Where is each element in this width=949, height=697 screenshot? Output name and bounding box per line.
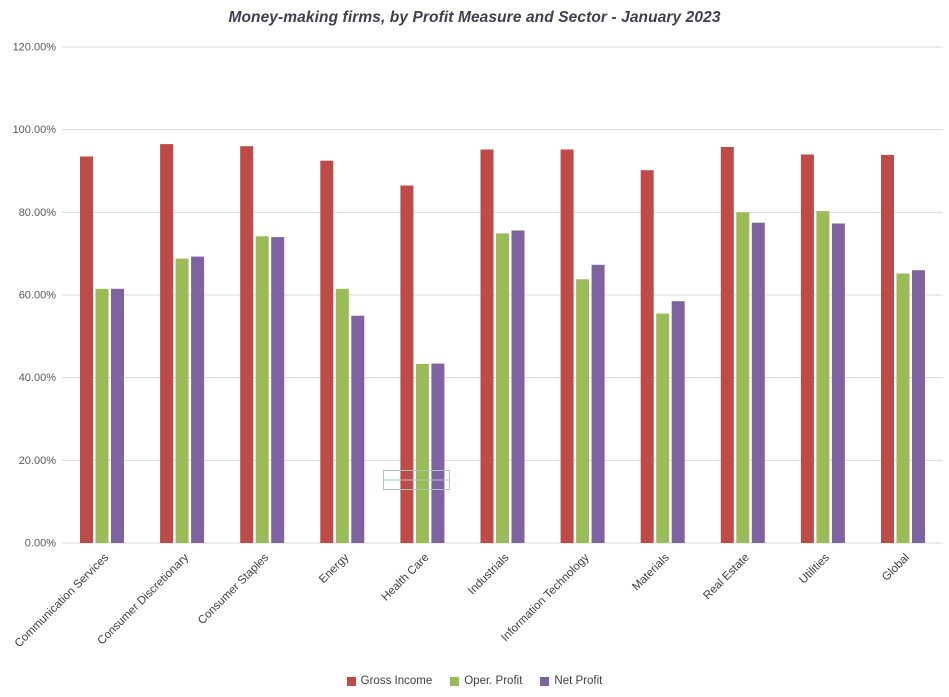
bar: [320, 160, 334, 543]
bar: [881, 154, 894, 543]
bar: [576, 279, 590, 543]
legend-label: Gross Income: [360, 675, 433, 687]
bar: [912, 270, 925, 543]
bar: [400, 185, 414, 543]
x-category-label: Communication Services: [13, 551, 112, 650]
bar: [175, 258, 189, 543]
x-category-label: Materials: [630, 551, 672, 593]
bar: [831, 223, 845, 543]
bar: [656, 313, 670, 543]
x-category-label: Consumer Discretionary: [96, 551, 192, 647]
bar: [431, 363, 445, 543]
x-category-label: Global: [880, 552, 912, 584]
bar: [591, 264, 605, 543]
y-tick-label: 80.00%: [19, 207, 57, 219]
legend-item: Gross Income: [346, 675, 433, 687]
bar: [560, 149, 574, 543]
x-category-label: Energy: [317, 551, 351, 585]
bar: [671, 301, 685, 543]
x-category-label: Health Care: [380, 552, 432, 604]
bar: [95, 288, 109, 543]
bar: [80, 156, 93, 543]
bar: [271, 237, 285, 543]
selection-outline: [383, 479, 450, 490]
y-tick-label: 20.00%: [19, 455, 57, 467]
legend-swatch: [346, 676, 356, 686]
y-tick-label: 40.00%: [19, 372, 57, 384]
bar: [240, 146, 254, 543]
bar: [800, 154, 814, 543]
bar: [160, 144, 174, 543]
bar: [255, 236, 269, 544]
y-tick-label: 60.00%: [19, 290, 57, 302]
bar: [415, 364, 429, 543]
bar: [736, 212, 750, 544]
legend-item: Net Profit: [540, 675, 602, 687]
bar: [720, 147, 734, 543]
bar: [751, 222, 765, 543]
legend-item: Oper. Profit: [450, 675, 522, 687]
y-tick-label: 120.00%: [13, 42, 57, 54]
bar: [511, 230, 525, 543]
bar: [335, 288, 349, 543]
y-tick-label: 0.00%: [25, 538, 56, 550]
legend-swatch: [540, 676, 550, 686]
legend: Gross Income Oper. Profit Net Profit: [0, 675, 949, 687]
bar: [191, 256, 205, 543]
bar: [351, 315, 365, 543]
bar: [896, 273, 910, 543]
bar: [816, 211, 830, 543]
x-category-label: Information Technology: [499, 551, 592, 644]
x-category-label: Consumer Staples: [196, 551, 272, 627]
bar: [496, 233, 509, 543]
bar: [640, 170, 654, 543]
legend-label: Oper. Profit: [464, 675, 523, 687]
bar: [111, 288, 124, 543]
x-category-label: Real Estate: [701, 552, 752, 603]
x-category-label: Utilities: [797, 551, 832, 586]
bar: [480, 149, 494, 543]
y-tick-label: 100.00%: [13, 124, 57, 136]
legend-label: Net Profit: [554, 675, 603, 687]
chart-title: Money-making firms, by Profit Measure an…: [228, 9, 721, 26]
x-category-label: Industrials: [466, 551, 512, 597]
legend-swatch: [450, 676, 460, 686]
